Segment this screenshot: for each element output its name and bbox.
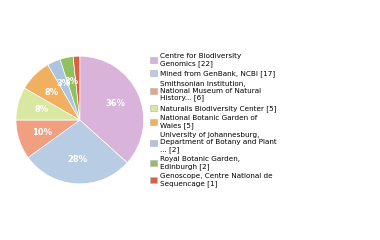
Text: 3%: 3% bbox=[57, 79, 71, 88]
Wedge shape bbox=[73, 56, 80, 120]
Wedge shape bbox=[48, 59, 80, 120]
Text: 36%: 36% bbox=[106, 99, 126, 108]
Legend: Centre for Biodiversity
Genomics [22], Mined from GenBank, NCBI [17], Smithsonia: Centre for Biodiversity Genomics [22], M… bbox=[148, 51, 279, 189]
Text: 8%: 8% bbox=[45, 88, 59, 96]
Wedge shape bbox=[25, 65, 80, 120]
Text: 8%: 8% bbox=[35, 105, 49, 114]
Text: 10%: 10% bbox=[32, 128, 52, 137]
Wedge shape bbox=[16, 120, 80, 157]
Wedge shape bbox=[60, 56, 80, 120]
Text: 3%: 3% bbox=[65, 77, 79, 86]
Wedge shape bbox=[80, 56, 144, 163]
Text: 28%: 28% bbox=[68, 155, 88, 164]
Wedge shape bbox=[16, 88, 80, 120]
Wedge shape bbox=[28, 120, 127, 184]
